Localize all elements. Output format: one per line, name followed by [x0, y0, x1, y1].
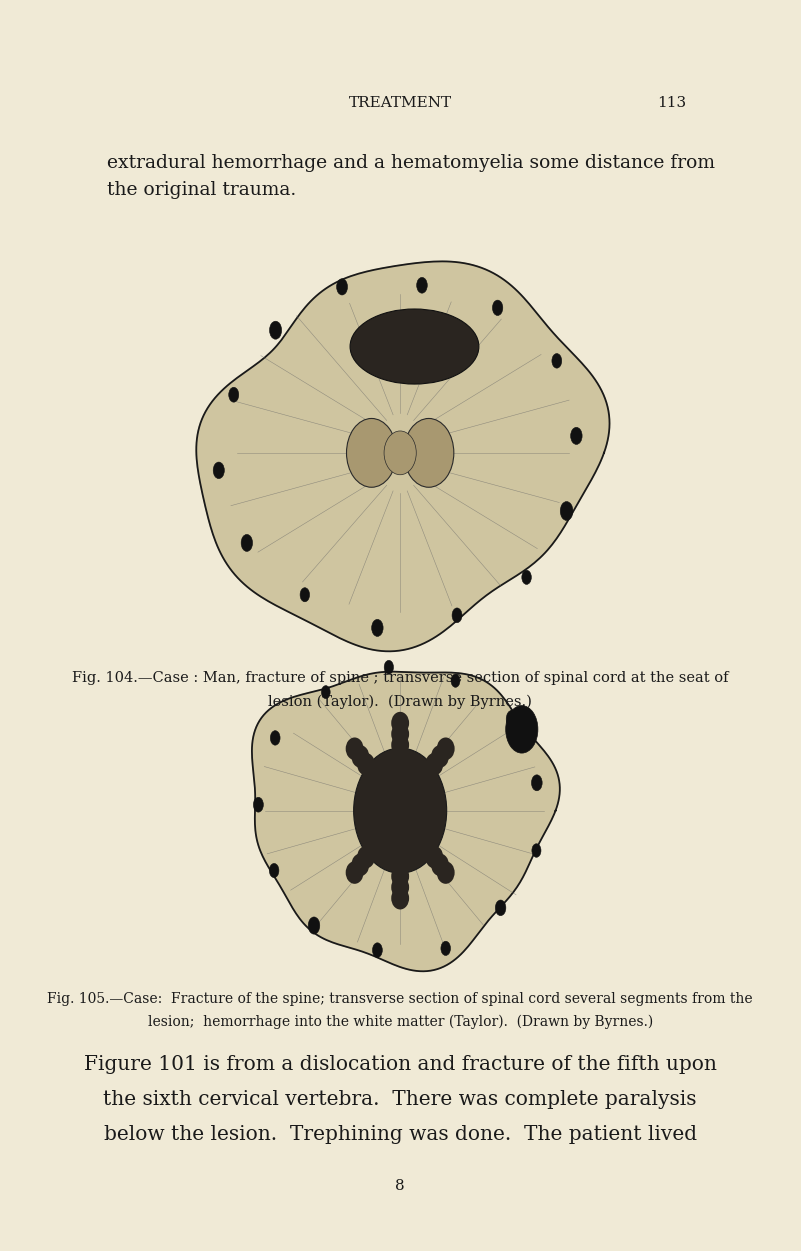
- Ellipse shape: [437, 861, 455, 883]
- Ellipse shape: [229, 388, 239, 402]
- Ellipse shape: [384, 430, 417, 475]
- Ellipse shape: [431, 746, 449, 768]
- Ellipse shape: [391, 866, 409, 888]
- Ellipse shape: [352, 746, 369, 768]
- Ellipse shape: [451, 674, 460, 687]
- Ellipse shape: [560, 502, 573, 520]
- Text: 8: 8: [396, 1178, 405, 1193]
- Ellipse shape: [425, 753, 443, 776]
- Ellipse shape: [437, 738, 455, 761]
- Polygon shape: [196, 261, 610, 652]
- Ellipse shape: [391, 723, 409, 746]
- Ellipse shape: [357, 753, 375, 776]
- Ellipse shape: [391, 712, 409, 734]
- Text: lesion (Taylor).  (Drawn by Byrnes.): lesion (Taylor). (Drawn by Byrnes.): [268, 694, 532, 709]
- Ellipse shape: [414, 768, 432, 791]
- Ellipse shape: [391, 876, 409, 898]
- Ellipse shape: [300, 588, 309, 602]
- Ellipse shape: [336, 279, 348, 295]
- Ellipse shape: [552, 354, 562, 368]
- Ellipse shape: [363, 761, 380, 783]
- Ellipse shape: [368, 831, 386, 853]
- Ellipse shape: [308, 917, 320, 934]
- Ellipse shape: [441, 941, 450, 956]
- Text: Fig. 105.—Case:  Fracture of the spine; transverse section of spinal cord severa: Fig. 105.—Case: Fracture of the spine; t…: [47, 992, 753, 1006]
- Ellipse shape: [505, 706, 538, 753]
- Ellipse shape: [346, 861, 364, 883]
- Ellipse shape: [506, 711, 518, 728]
- Text: below the lesion.  Trephining was done.  The patient lived: below the lesion. Trephining was done. T…: [103, 1125, 697, 1143]
- Ellipse shape: [570, 428, 582, 444]
- Ellipse shape: [391, 756, 409, 778]
- Ellipse shape: [417, 278, 427, 293]
- Ellipse shape: [391, 744, 409, 767]
- Text: the original trauma.: the original trauma.: [107, 181, 296, 199]
- Ellipse shape: [368, 768, 386, 791]
- Ellipse shape: [420, 761, 437, 783]
- Ellipse shape: [269, 322, 282, 339]
- Ellipse shape: [391, 854, 409, 877]
- Ellipse shape: [391, 843, 409, 866]
- Ellipse shape: [384, 661, 393, 674]
- Ellipse shape: [391, 887, 409, 909]
- Ellipse shape: [404, 418, 454, 488]
- Ellipse shape: [431, 853, 449, 876]
- Ellipse shape: [350, 309, 479, 384]
- Ellipse shape: [372, 619, 383, 637]
- Ellipse shape: [357, 846, 375, 868]
- Ellipse shape: [354, 748, 447, 873]
- Ellipse shape: [420, 838, 437, 861]
- Text: Fig. 104.—Case : Man, fracture of spine ; transverse section of spinal cord at t: Fig. 104.—Case : Man, fracture of spine …: [72, 671, 728, 684]
- Ellipse shape: [495, 899, 506, 916]
- Ellipse shape: [213, 462, 224, 479]
- Text: extradural hemorrhage and a hematomyelia some distance from: extradural hemorrhage and a hematomyelia…: [107, 154, 714, 171]
- Ellipse shape: [270, 731, 280, 746]
- Ellipse shape: [347, 418, 396, 488]
- Ellipse shape: [352, 853, 369, 876]
- Ellipse shape: [241, 534, 252, 552]
- Ellipse shape: [372, 943, 382, 957]
- Text: 113: 113: [658, 95, 686, 110]
- Ellipse shape: [531, 774, 542, 791]
- Ellipse shape: [425, 846, 443, 868]
- Text: lesion;  hemorrhage into the white matter (Taylor).  (Drawn by Byrnes.): lesion; hemorrhage into the white matter…: [147, 1015, 653, 1030]
- Ellipse shape: [269, 863, 279, 878]
- Text: Figure 101 is from a dislocation and fracture of the fifth upon: Figure 101 is from a dislocation and fra…: [84, 1055, 717, 1073]
- Ellipse shape: [532, 843, 541, 857]
- Ellipse shape: [493, 300, 503, 315]
- Ellipse shape: [521, 570, 531, 584]
- Ellipse shape: [346, 738, 364, 761]
- Polygon shape: [252, 672, 560, 971]
- Text: TREATMENT: TREATMENT: [348, 95, 452, 110]
- Ellipse shape: [253, 797, 264, 812]
- Ellipse shape: [321, 686, 330, 698]
- Ellipse shape: [363, 838, 380, 861]
- Ellipse shape: [414, 831, 432, 853]
- Text: the sixth cervical vertebra.  There was complete paralysis: the sixth cervical vertebra. There was c…: [103, 1090, 697, 1108]
- Ellipse shape: [391, 733, 409, 757]
- Ellipse shape: [452, 608, 462, 623]
